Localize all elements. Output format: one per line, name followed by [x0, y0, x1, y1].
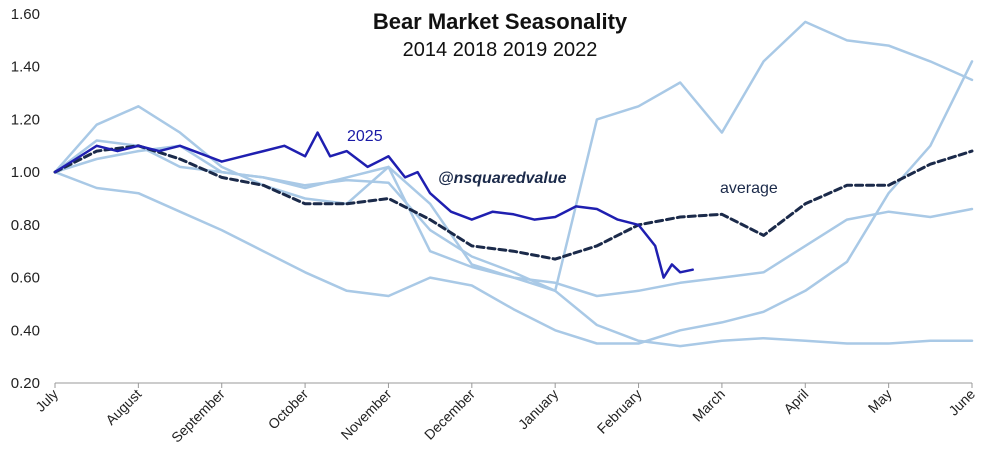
x-tick-label: January [515, 386, 562, 433]
y-tick-label: 0.40 [11, 322, 40, 339]
x-axis-ticks: July August September October November Decemb… [32, 383, 978, 446]
series-line-2019 [53, 60, 974, 345]
x-tick-label: November [338, 386, 395, 443]
y-axis-ticks: 0.20 0.40 0.60 0.80 1.00 1.20 1.40 1.60 [11, 6, 40, 392]
x-tick-label: February [594, 386, 645, 437]
x-tick-label: October [265, 386, 312, 433]
x-tick-label: March [689, 386, 728, 425]
y-tick-label: 0.60 [11, 270, 40, 287]
y-tick-label: 1.20 [11, 111, 40, 128]
y-tick-label: 0.80 [11, 217, 40, 234]
x-tick-label: August [102, 386, 144, 428]
series-line-average [53, 144, 974, 261]
y-tick-label: 1.40 [11, 59, 40, 76]
chart-title: Bear Market Seasonality [373, 9, 628, 34]
series-layer [53, 20, 974, 348]
x-tick-label: April [780, 386, 811, 417]
x-tick-label: December [421, 386, 478, 443]
x-tick-label: June [945, 386, 978, 419]
series-line-2022 [53, 20, 974, 293]
series-line-2025 [53, 131, 694, 279]
y-tick-label: 0.20 [11, 375, 40, 392]
x-tick-label: May [865, 386, 895, 416]
annotation-2025: 2025 [347, 128, 383, 145]
x-tick-label: September [168, 386, 228, 446]
chart-subtitle: 2014 2018 2019 2022 [403, 39, 598, 61]
annotation-handle: @nsquaredvalue [438, 170, 567, 187]
annotation-average: average [720, 180, 778, 197]
y-tick-label: 1.60 [11, 6, 40, 23]
y-tick-label: 1.00 [11, 164, 40, 181]
